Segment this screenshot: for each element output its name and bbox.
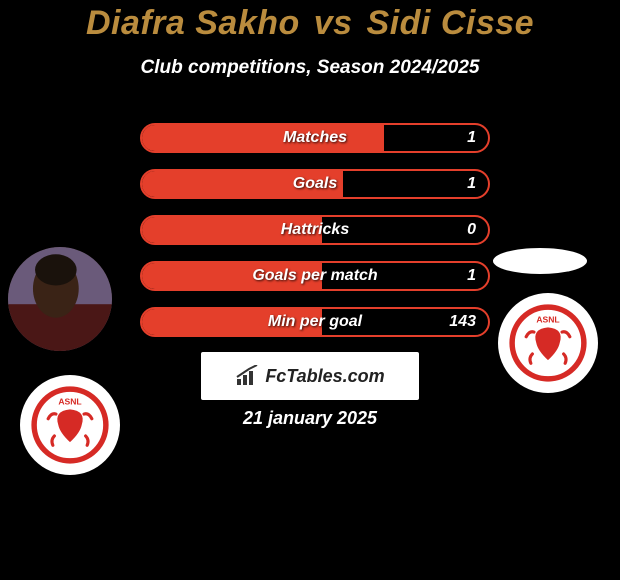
- vs-text: vs: [314, 4, 353, 42]
- stat-value: 1: [467, 171, 476, 197]
- player-b-club-badge: ASNL: [498, 293, 598, 393]
- stat-pill: Goals per match1: [140, 261, 490, 291]
- player-b-name: Sidi Cisse: [367, 4, 535, 42]
- brand-text: FcTables.com: [265, 366, 384, 387]
- stat-value: 1: [467, 263, 476, 289]
- stat-value: 1: [467, 125, 476, 151]
- stats-list: Matches1Goals1Hattricks0Goals per match1…: [140, 123, 490, 353]
- subtitle: Club competitions, Season 2024/2025: [0, 57, 620, 79]
- stat-value: 143: [449, 309, 476, 335]
- stat-pill: Min per goal143: [140, 307, 490, 337]
- stat-pill: Hattricks0: [140, 215, 490, 245]
- stat-label: Hattricks: [142, 217, 488, 243]
- stat-label: Goals per match: [142, 263, 488, 289]
- svg-text:ASNL: ASNL: [58, 397, 81, 407]
- date-text: 21 january 2025: [0, 408, 620, 429]
- stat-label: Goals: [142, 171, 488, 197]
- svg-text:ASNL: ASNL: [536, 315, 559, 325]
- club-badge-icon: ASNL: [509, 304, 587, 382]
- player-a-avatar: [8, 247, 112, 351]
- stat-pill: Goals1: [140, 169, 490, 199]
- player-a-avatar-svg: [8, 247, 112, 351]
- player-b-avatar-placeholder: [493, 248, 587, 274]
- stat-value: 0: [467, 217, 476, 243]
- stat-pill: Matches1: [140, 123, 490, 153]
- stat-label: Min per goal: [142, 309, 488, 335]
- player-a-name: Diafra Sakho: [86, 4, 300, 42]
- brand-chart-icon: [235, 365, 261, 387]
- page-title: Diafra Sakho vs Sidi Cisse: [0, 0, 620, 43]
- brand-badge[interactable]: FcTables.com: [201, 352, 419, 400]
- stat-label: Matches: [142, 125, 488, 151]
